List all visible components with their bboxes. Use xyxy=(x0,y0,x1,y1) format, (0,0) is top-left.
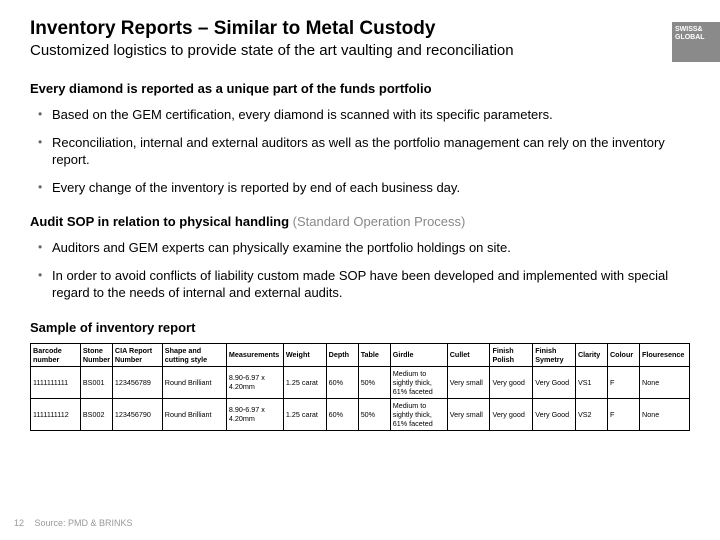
section2-head: Audit SOP in relation to physical handli… xyxy=(30,214,690,229)
td: F xyxy=(607,366,639,398)
td: 60% xyxy=(326,398,358,430)
page-subtitle: Customized logistics to provide state of… xyxy=(30,42,690,59)
td: 50% xyxy=(358,366,390,398)
td: Very small xyxy=(447,366,490,398)
list-item: Auditors and GEM experts can physically … xyxy=(38,239,690,257)
th: Stone Number xyxy=(80,343,112,366)
td: 123456789 xyxy=(112,366,162,398)
th: Cullet xyxy=(447,343,490,366)
th: Finish Polish xyxy=(490,343,533,366)
page-number: 12 xyxy=(14,518,24,528)
table-row: 1111111111 BS001 123456789 Round Brillia… xyxy=(31,366,690,398)
list-item: In order to avoid conflicts of liability… xyxy=(38,267,690,302)
inventory-table: Barcode number Stone Number CIA Report N… xyxy=(30,343,690,431)
td: 60% xyxy=(326,366,358,398)
th: Finish Symetry xyxy=(533,343,576,366)
th: Flouresence xyxy=(640,343,690,366)
td: 8.90-6.97 x 4.20mm xyxy=(226,366,283,398)
td: Very Good xyxy=(533,366,576,398)
th: Barcode number xyxy=(31,343,81,366)
th: Table xyxy=(358,343,390,366)
th: Depth xyxy=(326,343,358,366)
section2-list: Auditors and GEM experts can physically … xyxy=(38,239,690,302)
td: VS2 xyxy=(575,398,607,430)
td: 123456790 xyxy=(112,398,162,430)
sample-label: Sample of inventory report xyxy=(30,320,690,335)
brand-logo: SWISS& GLOBAL xyxy=(672,22,720,62)
td: 1.25 carat xyxy=(283,366,326,398)
th: Colour xyxy=(607,343,639,366)
td: None xyxy=(640,366,690,398)
td: Very good xyxy=(490,366,533,398)
footer: 12 Source: PMD & BRINKS xyxy=(14,518,133,528)
td: 1111111111 xyxy=(31,366,81,398)
table-row: 1111111112 BS002 123456790 Round Brillia… xyxy=(31,398,690,430)
td: BS001 xyxy=(80,366,112,398)
page-title: Inventory Reports – Similar to Metal Cus… xyxy=(30,18,690,40)
td: 50% xyxy=(358,398,390,430)
section2-head-bold: Audit SOP in relation to physical handli… xyxy=(30,214,289,229)
list-item: Reconciliation, internal and external au… xyxy=(38,134,690,169)
th: Measurements xyxy=(226,343,283,366)
table-header-row: Barcode number Stone Number CIA Report N… xyxy=(31,343,690,366)
td: Medium to sightly thick, 61% faceted xyxy=(390,366,447,398)
td: BS002 xyxy=(80,398,112,430)
td: 1111111112 xyxy=(31,398,81,430)
td: F xyxy=(607,398,639,430)
td: 8.90-6.97 x 4.20mm xyxy=(226,398,283,430)
th: Girdle xyxy=(390,343,447,366)
td: Very good xyxy=(490,398,533,430)
td: Very Good xyxy=(533,398,576,430)
td: None xyxy=(640,398,690,430)
th: Weight xyxy=(283,343,326,366)
td: Round Brilliant xyxy=(162,398,226,430)
th: CIA Report Number xyxy=(112,343,162,366)
source-text: Source: PMD & BRINKS xyxy=(35,518,133,528)
td: VS1 xyxy=(575,366,607,398)
td: Medium to sightly thick, 61% faceted xyxy=(390,398,447,430)
td: Very small xyxy=(447,398,490,430)
th: Shape and cutting style xyxy=(162,343,226,366)
td: Round Brilliant xyxy=(162,366,226,398)
section1-head: Every diamond is reported as a unique pa… xyxy=(30,81,690,96)
list-item: Every change of the inventory is reporte… xyxy=(38,179,690,197)
td: 1.25 carat xyxy=(283,398,326,430)
section1-list: Based on the GEM certification, every di… xyxy=(38,106,690,196)
th: Clarity xyxy=(575,343,607,366)
list-item: Based on the GEM certification, every di… xyxy=(38,106,690,124)
section2-head-gray: (Standard Operation Process) xyxy=(289,214,465,229)
